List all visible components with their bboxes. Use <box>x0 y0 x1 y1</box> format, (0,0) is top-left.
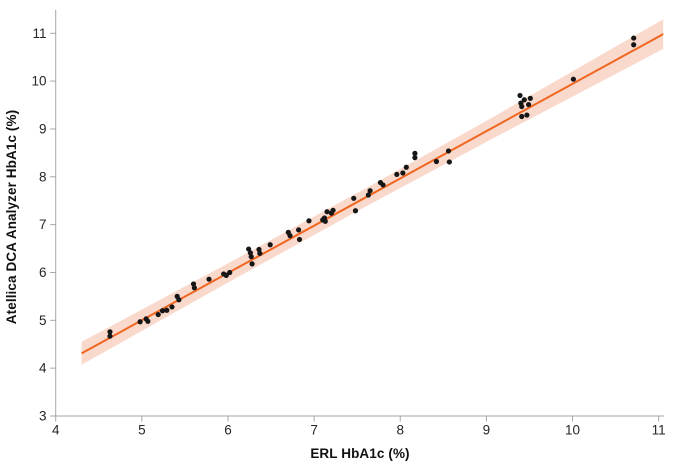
data-point <box>159 308 166 314</box>
y-tick-label: 4 <box>39 361 47 376</box>
data-point <box>519 103 525 110</box>
data-point <box>227 269 233 276</box>
data-point <box>365 192 371 198</box>
x-tick-label: 8 <box>397 423 405 438</box>
y-tick-label: 6 <box>39 265 47 280</box>
data-point <box>176 297 182 303</box>
data-point <box>107 329 113 335</box>
data-point <box>631 42 637 48</box>
data-point <box>306 218 312 224</box>
y-tick-label: 10 <box>31 74 46 89</box>
data-point <box>296 227 302 233</box>
y-tick-label: 7 <box>39 217 47 232</box>
data-point <box>287 233 293 239</box>
confidence-band <box>81 19 664 365</box>
data-point <box>412 155 418 161</box>
data-point <box>223 272 229 278</box>
data-point <box>412 150 418 156</box>
data-point <box>433 158 440 165</box>
data-point <box>249 261 255 267</box>
x-axis-title: ERL HbA1c (%) <box>310 446 410 461</box>
x-tick-label: 4 <box>52 423 60 438</box>
x-tick-label: 9 <box>483 423 491 438</box>
data-point <box>527 95 533 101</box>
data-point <box>248 254 254 260</box>
data-point <box>367 188 373 194</box>
data-point <box>107 333 113 339</box>
x-tick-label: 5 <box>138 423 146 438</box>
data-point <box>352 208 359 214</box>
regression-line <box>81 32 664 355</box>
x-tick-label: 11 <box>652 423 666 438</box>
data-point <box>524 112 530 118</box>
y-tick-label: 3 <box>39 409 47 424</box>
data-point <box>631 35 637 41</box>
data-point <box>446 159 452 165</box>
data-point <box>164 307 170 313</box>
y-tick-label: 9 <box>39 121 47 136</box>
y-tick-label: 11 <box>32 26 46 41</box>
data-point <box>191 285 197 291</box>
data-point <box>519 113 525 120</box>
data-point <box>570 76 577 82</box>
data-point <box>351 195 357 201</box>
y-axis-title: Atellica DCA Analyzer HbA1c (%) <box>4 109 19 325</box>
data-point <box>322 218 328 224</box>
plot-area <box>81 19 664 365</box>
data-point <box>296 236 303 243</box>
data-point <box>517 92 523 99</box>
x-tick-label: 10 <box>565 423 580 438</box>
data-point <box>445 148 452 154</box>
x-tick-label: 6 <box>224 423 232 438</box>
data-point <box>380 182 386 188</box>
data-point <box>155 311 161 318</box>
data-point <box>330 207 336 213</box>
y-tick-label: 5 <box>39 313 47 328</box>
data-point <box>169 304 175 310</box>
data-point <box>206 276 212 282</box>
data-point <box>267 242 273 248</box>
data-point <box>400 170 406 176</box>
data-point <box>257 250 263 256</box>
data-point <box>324 209 330 215</box>
data-point <box>521 97 527 103</box>
data-point <box>394 171 400 178</box>
y-tick-label: 8 <box>39 169 47 184</box>
data-point <box>145 318 151 324</box>
data-point <box>137 319 143 325</box>
data-point <box>526 101 532 108</box>
x-tick-label: 7 <box>310 423 318 438</box>
data-point <box>403 164 409 170</box>
